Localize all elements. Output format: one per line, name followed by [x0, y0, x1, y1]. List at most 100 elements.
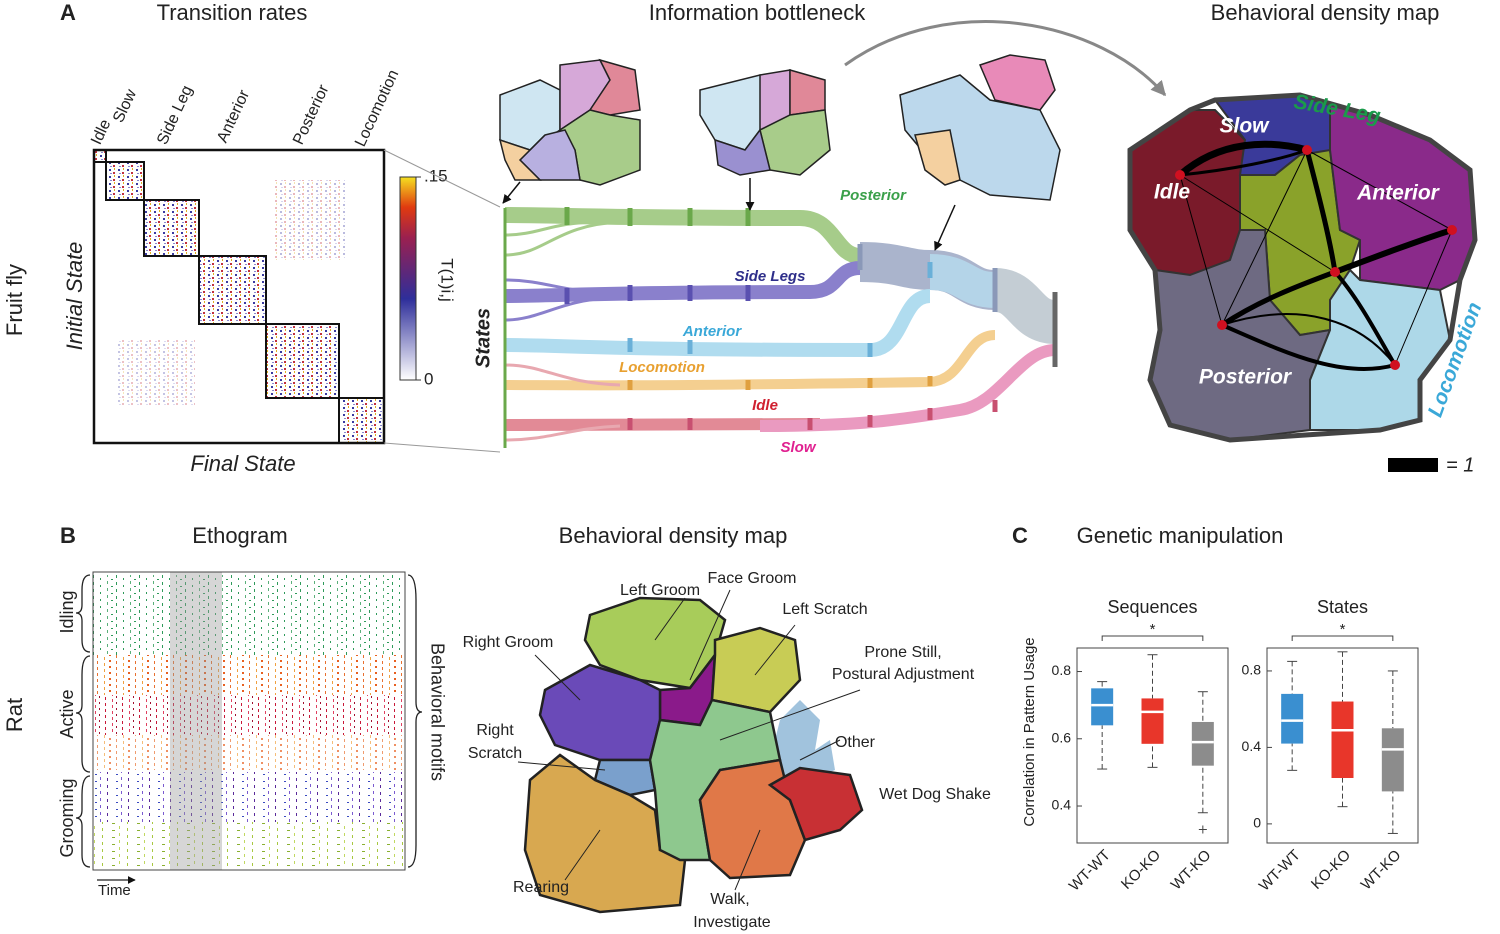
- region-label: Wet Dog Shake: [879, 786, 991, 803]
- scale-label: = 1: [1446, 454, 1474, 476]
- region-label: Right Groom: [463, 634, 554, 651]
- x-axis-label: Final State: [190, 451, 295, 476]
- x-tick-label: KO-KO: [1118, 847, 1164, 893]
- chart-title: Sequences: [1107, 597, 1197, 617]
- region-label: Other: [835, 734, 876, 751]
- ethogram-band: [93, 575, 405, 655]
- scale-bar: [1388, 458, 1438, 472]
- region-label: Left Scratch: [782, 601, 867, 618]
- mini-map: [699, 69, 831, 176]
- colorbar-scale: [399, 176, 417, 381]
- group-label: Side Leg: [154, 83, 196, 147]
- region-label: Walk,: [710, 891, 749, 908]
- matrix-block: [266, 324, 339, 398]
- matrix-block: [199, 256, 266, 324]
- flow: [504, 330, 996, 391]
- map-arrow: [844, 20, 1167, 97]
- matrix-frame: [92, 148, 386, 445]
- axes-frame: [1076, 647, 1229, 844]
- panel-c: C Genetic manipulation Correlation in Pa…: [1012, 523, 1419, 895]
- transition-matrix: [92, 148, 386, 445]
- subplot-title: Information bottleneck: [649, 0, 866, 25]
- group-label: Idling: [57, 590, 77, 633]
- flow-label: Posterior: [840, 187, 907, 204]
- group-label: Grooming: [57, 778, 77, 857]
- y-axis-label: States: [472, 308, 494, 368]
- flow: [759, 344, 1056, 432]
- y-tick-label: 0.8: [1242, 662, 1262, 678]
- y-axis-label: Correlation in Pattern Usage: [1021, 637, 1038, 826]
- region-label: Idle: [1154, 181, 1190, 204]
- subplot-title: Behavioral density map: [1211, 0, 1440, 25]
- subplot-title: Behavioral density map: [559, 523, 788, 548]
- flow: [504, 289, 932, 358]
- group-label: Anterior: [214, 87, 253, 146]
- subplot-title: Ethogram: [192, 523, 287, 548]
- rat-density-map: [523, 596, 864, 914]
- group-label: Posterior: [290, 82, 333, 148]
- box: [1281, 693, 1304, 744]
- group-label: Idle: [88, 117, 114, 148]
- panel-b: B Ethogram Behavioral density map Rat Id…: [2, 523, 991, 931]
- flow: [504, 418, 821, 431]
- x-tick-label: WT-WT: [1066, 847, 1114, 895]
- group-label: Locomotion: [352, 67, 402, 149]
- y-tick-label: 0.4: [1242, 738, 1262, 754]
- mini-map: [498, 58, 641, 186]
- axes-frame: [1266, 647, 1419, 844]
- group-label: Active: [57, 689, 77, 738]
- flow-label: Anterior: [682, 323, 743, 340]
- subplot-title: Genetic manipulation: [1077, 523, 1284, 548]
- matrix-scatter: [115, 340, 195, 405]
- region-label: Prone Still,: [864, 644, 941, 661]
- x-tick-label: WT-KO: [1358, 847, 1405, 894]
- flow-label: Slow: [780, 439, 816, 456]
- ethogram: [92, 571, 406, 871]
- panel-a: A Transition rates Information bottlenec…: [2, 0, 1487, 476]
- matrix-block: [339, 398, 384, 443]
- ethogram-band: [93, 772, 405, 822]
- y-axis-label: Behavioral motifs: [427, 643, 447, 781]
- colorbar-label: T(1)i,j: [438, 258, 457, 301]
- flow: [504, 220, 621, 257]
- flow: [504, 261, 861, 303]
- zoom-line: [383, 442, 501, 453]
- significance-label: *: [1150, 621, 1156, 638]
- subplot-title: Transition rates: [157, 0, 308, 25]
- label-pointers: [517, 589, 861, 891]
- zoom-line: [383, 149, 501, 208]
- y-axis-label: Initial State: [62, 242, 87, 351]
- ethogram-band: [93, 695, 405, 735]
- matrix-scatter: [275, 180, 345, 260]
- flow: [504, 278, 621, 322]
- x-tick-label: WT-WT: [1256, 847, 1304, 895]
- region-label: Slow: [1219, 115, 1270, 138]
- box: [1091, 688, 1114, 726]
- ethogram-band: [93, 735, 405, 770]
- flow-label: Side Legs: [735, 268, 806, 285]
- panel-label: C: [1012, 523, 1028, 548]
- flow: [504, 207, 862, 264]
- panel-label: A: [60, 0, 76, 25]
- significance-label: *: [1340, 621, 1346, 638]
- outlier: [1198, 825, 1207, 834]
- panel-label: B: [60, 523, 76, 548]
- x-axis-label: Time: [98, 882, 131, 899]
- sankey: [503, 207, 1058, 448]
- y-tick-label: 0.4: [1052, 797, 1072, 813]
- matrix-block: [106, 162, 144, 200]
- group-brackets: [75, 574, 423, 884]
- box: [1141, 698, 1164, 744]
- region-label: Posterior: [1199, 366, 1293, 389]
- highlight-window: [170, 572, 222, 870]
- x-tick-label: WT-KO: [1168, 847, 1215, 894]
- box: [1191, 721, 1214, 766]
- matrix-block: [94, 150, 106, 162]
- box: [1331, 701, 1354, 778]
- flow: [992, 268, 1058, 344]
- region-label: Scratch: [468, 745, 522, 762]
- row-label: Fruit fly: [2, 264, 27, 336]
- ethogram-band: [93, 655, 405, 695]
- flow: [504, 363, 621, 442]
